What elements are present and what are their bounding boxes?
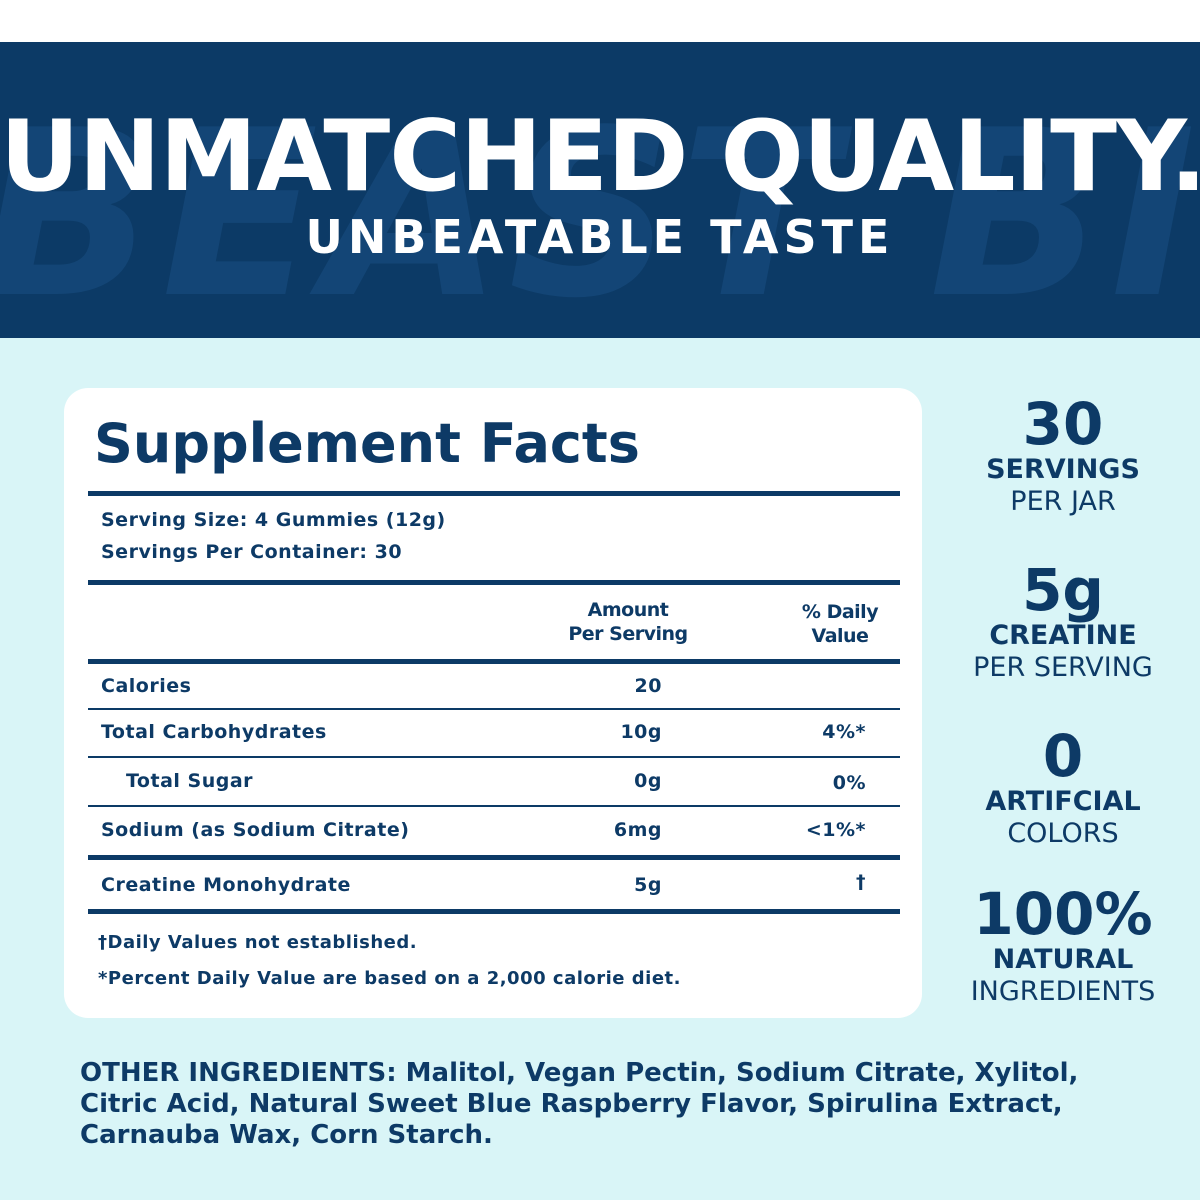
other-ingredients: OTHER INGREDIENTS: Malitol, Vegan Pectin…	[80, 1058, 1079, 1150]
subheadline: UNBEATABLE TASTE	[305, 210, 895, 264]
stat: 0 ARTIFCIAL COLORS	[963, 726, 1163, 850]
row-daily-value: 4%*	[822, 721, 866, 743]
row-name: Total Sugar	[126, 770, 254, 792]
row-daily-value: 0%	[832, 772, 866, 794]
stat-label: SERVINGS	[986, 454, 1140, 485]
row-amount: 20	[634, 675, 662, 697]
servings-per-container: Servings Per Container: 30	[101, 541, 403, 563]
row-daily-value: <1%*	[805, 819, 866, 841]
facts-card	[64, 388, 922, 1018]
headline: UNMATCHED QUALITY.	[0, 100, 1200, 214]
rule	[88, 756, 900, 758]
row-daily-value: †	[856, 871, 866, 893]
footnote: †Daily Values not established.	[98, 932, 418, 953]
rule	[88, 491, 900, 496]
row-amount: 0g	[634, 770, 662, 792]
rule	[88, 659, 900, 664]
top-strip	[0, 0, 1200, 42]
rule	[88, 855, 900, 860]
facts-title: Supplement Facts	[94, 412, 640, 475]
rule	[88, 805, 900, 807]
row-amount: 10g	[620, 721, 662, 743]
column-header: % Daily Value	[760, 600, 920, 648]
stat: 100% NATURAL INGREDIENTS	[963, 884, 1163, 1008]
header-line: Value	[811, 625, 869, 647]
stat-label: CREATINE	[989, 620, 1137, 651]
serving-size: Serving Size: 4 Gummies (12g)	[101, 509, 446, 531]
header-line: % Daily	[801, 601, 879, 623]
header-line: Per Serving	[568, 623, 688, 645]
stat: 5g CREATINE PER SERVING	[963, 560, 1163, 684]
rule	[88, 708, 900, 710]
row-name: Sodium (as Sodium Citrate)	[101, 819, 410, 841]
stat-sublabel: INGREDIENTS	[970, 976, 1156, 1007]
row-amount: 5g	[634, 874, 662, 896]
stat-value: 5g	[1022, 556, 1104, 624]
stat-value: 30	[1022, 390, 1104, 458]
row-amount: 6mg	[613, 819, 662, 841]
stat-sublabel: PER JAR	[1010, 486, 1116, 517]
footnote: *Percent Daily Value are based on a 2,00…	[98, 968, 681, 989]
stat-value: 0	[1042, 722, 1084, 790]
row-name: Total Carbohydrates	[101, 721, 327, 743]
header-line: Amount	[587, 599, 669, 621]
stat-value: 100%	[973, 880, 1153, 948]
stat-sublabel: COLORS	[1007, 818, 1119, 849]
banner: BEAST BITE	[0, 42, 1200, 338]
column-header: Amount Per Serving	[548, 598, 708, 646]
stat-sublabel: PER SERVING	[973, 652, 1153, 683]
stat-label: ARTIFCIAL	[985, 786, 1141, 817]
rule	[88, 909, 900, 914]
stat-label: NATURAL	[992, 944, 1134, 975]
stat: 30 SERVINGS PER JAR	[963, 394, 1163, 518]
row-name: Calories	[101, 675, 192, 697]
row-name: Creatine Monohydrate	[101, 874, 351, 896]
watermark: BEAST BITE	[0, 82, 1200, 338]
rule	[88, 580, 900, 585]
